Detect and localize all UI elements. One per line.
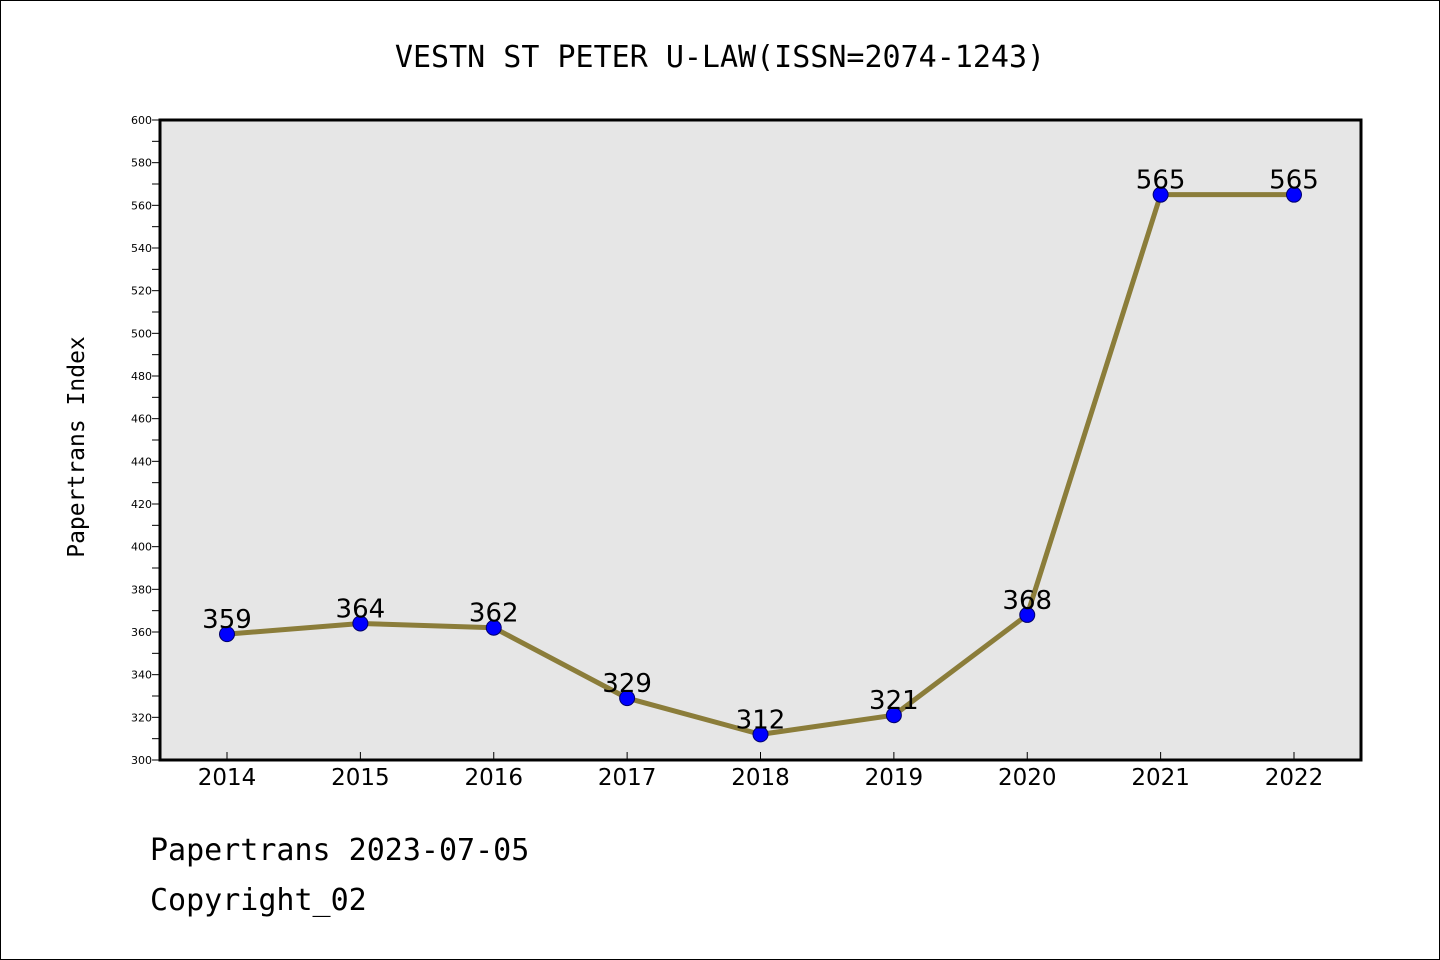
data-point [219,626,235,643]
data-label: 362 [469,599,519,629]
data-label: 321 [869,686,919,716]
data-point [1019,606,1036,623]
y-tick-label: 580 [131,157,152,170]
data-label: 565 [1269,166,1319,196]
x-tick-label: 2020 [998,765,1057,791]
y-axis: 300 320 340 360 380 400 420 440 460 480 500 520 540 5… [131,114,160,767]
x-tick-label: 2017 [598,765,657,791]
x-tick-label: 2021 [1131,765,1190,791]
data-label: 364 [336,594,386,624]
x-tick-label: 2018 [731,765,790,791]
data-point [619,690,636,707]
data-label: 368 [1002,586,1052,616]
plot-area [158,118,1363,762]
footer-copyright: Copyright_02 [150,883,367,918]
series-markers [219,186,1302,743]
y-tick-label: 600 [131,114,152,127]
data-labels: 359 364 362 329 312 321 368 565 565 [202,166,1319,736]
y-tick-label: 420 [131,498,152,511]
y-tick-label: 340 [131,669,152,682]
y-tick-label: 460 [131,413,152,426]
data-point [1286,186,1302,203]
y-tick-label: 380 [131,583,152,596]
y-tick-label: 520 [131,285,152,298]
x-tick-label: 2022 [1265,765,1324,791]
y-tick-label: 480 [131,370,152,383]
data-point [752,726,769,743]
x-tick-label: 2019 [865,765,924,791]
data-point [885,707,902,724]
y-tick-label: 300 [131,754,152,767]
y-tick-label: 320 [131,711,152,724]
data-label: 359 [202,605,252,635]
x-axis: 2014 2015 2016 2017 2018 2019 2020 2021 2022 [198,752,1324,791]
data-label: 329 [602,669,652,699]
data-point [1152,186,1169,203]
y-tick-label: 540 [131,242,152,255]
chart-title: VESTN ST PETER U-LAW(ISSN=2074-1243) [395,40,1045,75]
data-label: 565 [1136,166,1186,196]
data-point [352,615,369,632]
data-point [485,619,502,636]
y-tick-label: 560 [131,199,152,212]
x-tick-label: 2016 [464,765,523,791]
y-tick-label: 500 [131,327,152,340]
y-tick-label: 440 [131,455,152,468]
x-tick-label: 2014 [198,765,257,791]
y-tick-label: 400 [131,541,152,554]
footer-date: Papertrans 2023-07-05 [150,833,530,868]
y-axis-label: Papertrans Index [64,336,90,558]
x-tick-label: 2015 [331,765,390,791]
y-tick-label: 360 [131,626,152,639]
data-label: 312 [736,705,786,735]
